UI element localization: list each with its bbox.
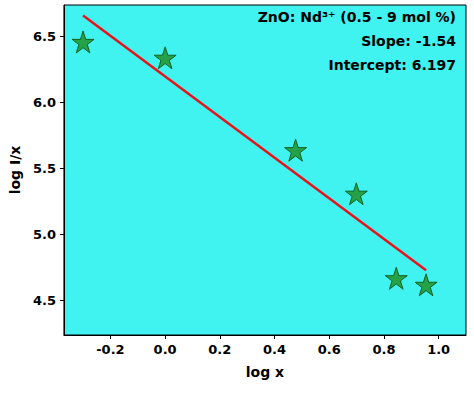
svg-text:Intercept: 6.197: Intercept: 6.197 <box>328 57 456 73</box>
svg-text:1.0: 1.0 <box>427 342 450 357</box>
svg-text:0.4: 0.4 <box>263 342 286 357</box>
svg-text:-0.2: -0.2 <box>96 342 124 357</box>
svg-text:6.0: 6.0 <box>33 95 56 110</box>
svg-text:0.6: 0.6 <box>318 342 341 357</box>
svg-text:Slope: -1.54: Slope: -1.54 <box>361 33 456 49</box>
svg-text:5.0: 5.0 <box>33 227 56 242</box>
svg-text:log I/x: log I/x <box>7 146 23 195</box>
svg-text:log x: log x <box>246 364 284 380</box>
svg-text:0.8: 0.8 <box>372 342 395 357</box>
svg-text:5.5: 5.5 <box>33 161 56 176</box>
svg-text:ZnO: Nd³⁺ (0.5 - 9 mol %): ZnO: Nd³⁺ (0.5 - 9 mol %) <box>258 9 456 25</box>
svg-text:4.5: 4.5 <box>33 293 56 308</box>
svg-text:6.5: 6.5 <box>33 29 56 44</box>
svg-text:0.2: 0.2 <box>208 342 231 357</box>
svg-text:0.0: 0.0 <box>154 342 177 357</box>
